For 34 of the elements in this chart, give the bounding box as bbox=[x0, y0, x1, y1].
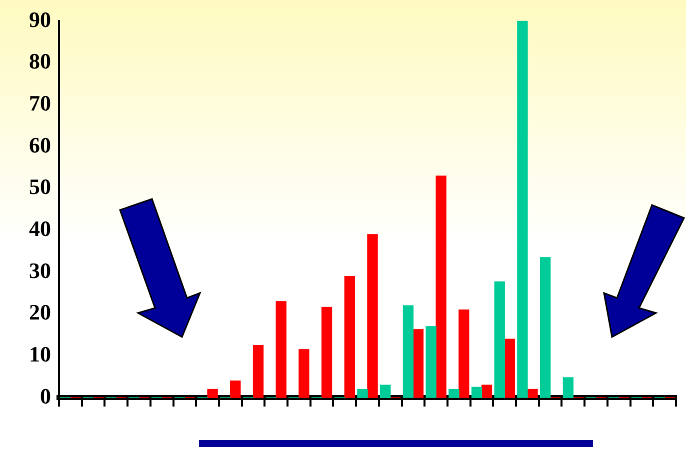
y-tick-label: 0 bbox=[40, 383, 51, 408]
bar bbox=[321, 306, 332, 398]
y-tick-label: 10 bbox=[29, 341, 51, 366]
bar bbox=[230, 380, 241, 398]
bar bbox=[458, 309, 470, 398]
bar bbox=[276, 301, 286, 398]
bar bbox=[527, 388, 538, 398]
y-tick-label: 80 bbox=[29, 48, 51, 74]
bar bbox=[436, 176, 446, 398]
bar bbox=[494, 281, 505, 398]
bar bbox=[448, 388, 460, 398]
bar bbox=[367, 234, 378, 398]
bar bbox=[252, 344, 264, 398]
y-tick-label: 20 bbox=[29, 300, 51, 325]
bar bbox=[207, 388, 218, 398]
bar bbox=[402, 305, 414, 398]
bar bbox=[426, 326, 436, 398]
bar bbox=[344, 276, 355, 398]
y-tick-label: 50 bbox=[29, 174, 51, 200]
bar bbox=[380, 384, 391, 398]
bar bbox=[562, 377, 574, 398]
y-tick-label: 40 bbox=[29, 216, 51, 241]
bar bbox=[517, 20, 528, 398]
bar bbox=[357, 388, 368, 398]
y-tick-label: 30 bbox=[29, 258, 51, 283]
y-tick-label: 70 bbox=[29, 90, 51, 116]
bar bbox=[481, 384, 492, 398]
bar bbox=[471, 386, 482, 398]
bar bbox=[540, 257, 551, 398]
bar bbox=[298, 349, 310, 398]
y-tick-label: 90 bbox=[29, 6, 51, 32]
y-tick-label: 60 bbox=[29, 132, 51, 158]
bar bbox=[412, 329, 424, 398]
bar bbox=[504, 338, 515, 398]
